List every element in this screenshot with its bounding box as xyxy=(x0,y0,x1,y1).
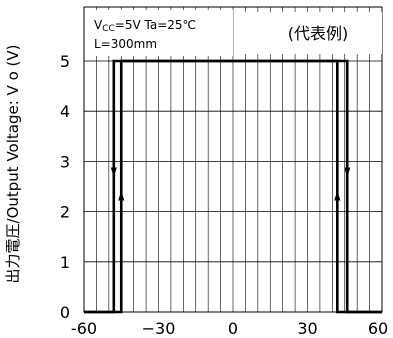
vertical-grid xyxy=(96,7,370,312)
y-tick-label: 0 xyxy=(60,303,70,322)
y-tick-labels: 0 1 2 3 4 5 xyxy=(60,52,70,322)
direction-arrow xyxy=(344,167,351,178)
condition-length: L=300mm xyxy=(94,37,157,51)
condition-vcc: VCC=5V Ta=25℃ xyxy=(94,18,196,34)
x-tick-label: 0 xyxy=(228,319,238,338)
conditions-box xyxy=(85,10,233,56)
x-tick-label: 60 xyxy=(368,319,388,338)
y-axis-label: 出力電圧/Output Voltage: V o (V) xyxy=(4,45,22,284)
y-tick-label: 4 xyxy=(60,102,70,121)
y-tick-label: 3 xyxy=(60,152,70,171)
plot-frame xyxy=(83,6,383,313)
x-tick-labels: -60 −30 0 30 60 xyxy=(71,319,388,338)
direction-arrow xyxy=(110,167,117,178)
typical-note: (代表例) xyxy=(288,24,349,43)
x-tick-label: 30 xyxy=(297,319,317,338)
arrow-group xyxy=(110,167,351,201)
y-tick-label: 2 xyxy=(60,203,70,222)
y-tick-label: 1 xyxy=(60,253,70,272)
x-tick-label: −30 xyxy=(142,319,176,338)
y-tick-label: 5 xyxy=(60,52,70,71)
direction-arrow xyxy=(118,190,125,201)
note-box xyxy=(240,12,382,54)
x-tick-label: -60 xyxy=(71,319,97,338)
direction-arrow xyxy=(334,190,341,201)
